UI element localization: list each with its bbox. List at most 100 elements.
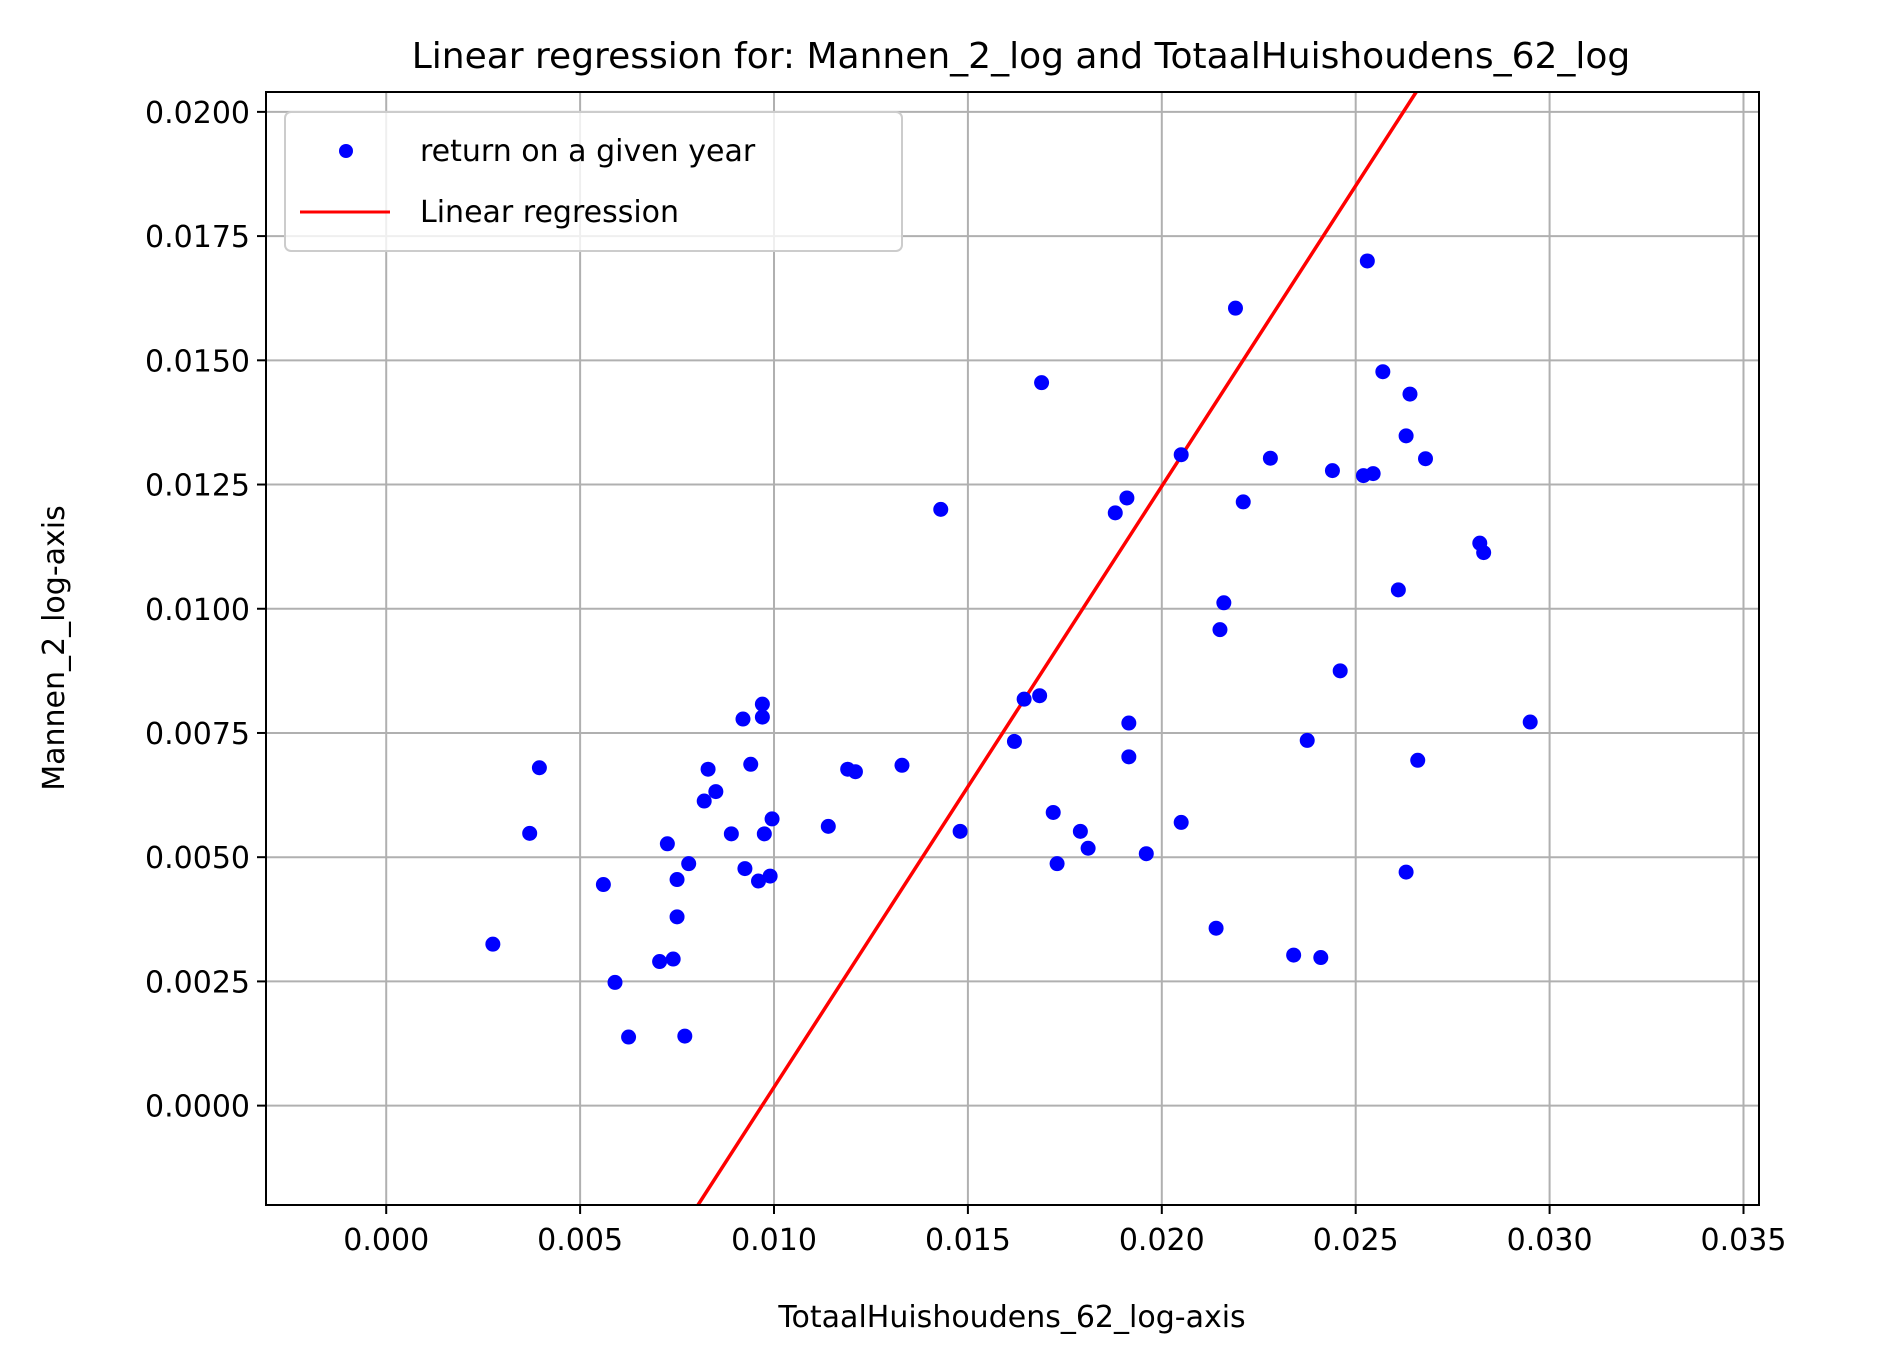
scatter-point: [1390, 582, 1406, 598]
scatter-point: [696, 793, 712, 809]
x-axis-label: TotaalHuishoudens_62_log-axis: [777, 1300, 1245, 1335]
plot-frame: [265, 91, 1760, 1206]
scatter-point: [1016, 691, 1032, 707]
plot-area: [485, 92, 1538, 1205]
scatter-point: [1235, 494, 1251, 510]
x-tick-label: 0.005: [537, 1223, 623, 1258]
scatter-point: [754, 696, 770, 712]
scatter-point: [1173, 447, 1189, 463]
scatter-point: [1359, 253, 1375, 269]
scatter-point: [607, 974, 623, 990]
scatter-point: [531, 760, 547, 776]
scatter-point: [595, 877, 611, 893]
scatter-point: [485, 936, 501, 952]
x-tick-label: 0.035: [1701, 1223, 1787, 1258]
scatter-point: [1032, 688, 1048, 704]
scatter-point: [708, 784, 724, 800]
scatter-point: [652, 954, 668, 970]
scatter-point: [1045, 804, 1061, 820]
y-axis-label: Mannen_2_log-axis: [37, 505, 72, 791]
y-tick-label: 0.0150: [145, 344, 250, 379]
scatter-point: [681, 856, 697, 872]
scatter-point: [1080, 840, 1096, 856]
scatter-point: [1410, 752, 1426, 768]
scatter-point: [735, 711, 751, 727]
scatter-point: [952, 823, 968, 839]
scatter-point: [894, 757, 910, 773]
scatter-point: [762, 868, 778, 884]
scatter-point: [1332, 663, 1348, 679]
scatter-point: [933, 501, 949, 517]
x-tick-label: 0.015: [925, 1223, 1011, 1258]
x-tick-label: 0.025: [1313, 1223, 1399, 1258]
scatter-point: [1522, 714, 1538, 730]
scatter-point: [723, 826, 739, 842]
legend-label-line: Linear regression: [420, 195, 679, 230]
scatter-point: [1398, 428, 1414, 444]
scatter-point: [1216, 595, 1232, 611]
scatter-point: [669, 909, 685, 925]
scatter-point: [764, 811, 780, 827]
legend-marker-scatter: [339, 144, 353, 158]
regression-line: [696, 92, 1418, 1205]
scatter-point: [669, 872, 685, 888]
scatter-point: [1034, 375, 1050, 391]
scatter-point: [1365, 466, 1381, 482]
scatter-point: [1375, 364, 1391, 380]
scatter-point: [1286, 947, 1302, 963]
scatter-point: [1398, 864, 1414, 880]
y-tick-label: 0.0100: [145, 593, 250, 628]
scatter-point: [743, 756, 759, 772]
x-tick-label: 0.000: [343, 1223, 429, 1258]
scatter-point: [756, 826, 772, 842]
scatter-point: [1208, 920, 1224, 936]
scatter-point: [1262, 450, 1278, 466]
x-tick-label: 0.030: [1507, 1223, 1593, 1258]
scatter-point: [1299, 732, 1315, 748]
scatter-point: [700, 761, 716, 777]
scatter-point: [737, 861, 753, 877]
x-tick-label: 0.020: [1119, 1223, 1205, 1258]
scatter-point: [1072, 823, 1088, 839]
scatter-point: [1212, 622, 1228, 638]
y-tick-label: 0.0050: [145, 841, 250, 876]
scatter-point: [1119, 490, 1135, 506]
scatter-point: [1476, 545, 1492, 561]
y-tick-label: 0.0000: [145, 1090, 250, 1125]
legend: return on a given year Linear regression: [284, 111, 903, 252]
scatter-point: [754, 709, 770, 725]
chart-title: Linear regression for: Mannen_2_log and …: [412, 36, 1631, 77]
y-tick-label: 0.0175: [145, 220, 250, 255]
grid: [266, 92, 1759, 1205]
y-tick-label: 0.0125: [145, 469, 250, 504]
y-tick-label: 0.0025: [145, 965, 250, 1000]
scatter-point: [1049, 856, 1065, 872]
y-tick-label: 0.0200: [145, 96, 250, 131]
scatter-point: [621, 1029, 637, 1045]
scatter-point: [677, 1028, 693, 1044]
y-axis: 0.0000 0.0025 0.0050 0.0075 0.0100 0.0125 0.01…: [145, 96, 266, 1125]
scatter-point: [820, 818, 836, 834]
scatter-point: [1324, 463, 1340, 479]
scatter-point: [522, 825, 538, 841]
scatter-point: [847, 764, 863, 780]
scatter-point: [1227, 300, 1243, 316]
x-axis: 0.000 0.005 0.010 0.015 0.020 0.025 0.030 0.035: [343, 1205, 1786, 1258]
scatter-point: [1313, 950, 1329, 966]
scatter-point: [1107, 505, 1123, 521]
legend-box: [284, 111, 903, 252]
scatter-point: [1121, 715, 1137, 731]
y-tick-label: 0.0075: [145, 717, 250, 752]
x-tick-label: 0.010: [731, 1223, 817, 1258]
scatter-point: [1006, 733, 1022, 749]
scatter-point: [659, 836, 675, 852]
scatter-point: [665, 951, 681, 967]
scatter-point: [750, 873, 766, 889]
scatter-point: [1173, 814, 1189, 830]
scatter-point: [1138, 846, 1154, 862]
scatter-point: [1121, 749, 1137, 765]
scatter-point: [1402, 386, 1418, 402]
scatter-point: [1417, 451, 1433, 467]
